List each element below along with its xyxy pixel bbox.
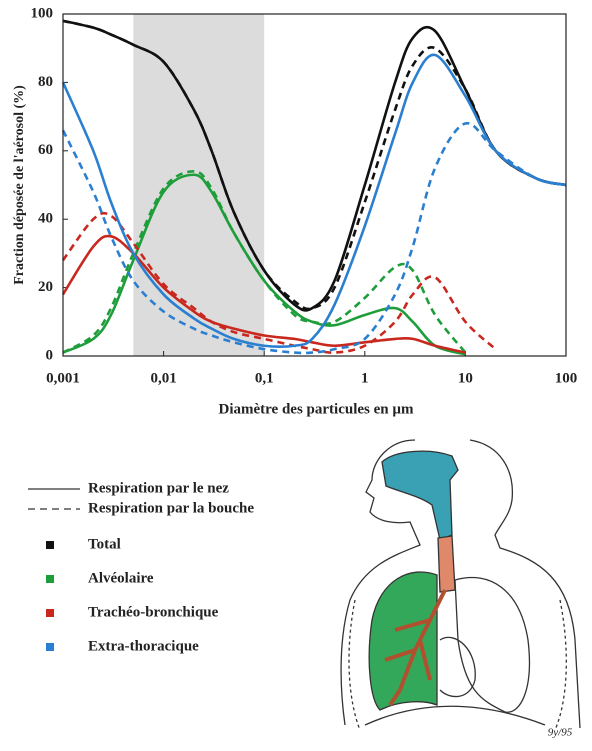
- y-tick-label: 20: [38, 279, 53, 295]
- right-lung: [454, 576, 531, 713]
- y-tick-label: 0: [46, 347, 54, 363]
- y-tick-label: 100: [31, 5, 54, 21]
- nasal-passage: [381, 450, 459, 541]
- signature: 9y/95: [548, 727, 573, 739]
- curve-mouth: [61, 211, 497, 354]
- illustration: [340, 439, 581, 731]
- legend-label: Trachéo-bronchique: [88, 604, 219, 620]
- diaphragm: [364, 705, 546, 726]
- legend-label: Alvéolaire: [88, 570, 154, 586]
- y-axis-label: Fraction déposée de l'aérosol (%): [12, 85, 27, 285]
- y-tick-label: 40: [38, 211, 53, 227]
- trachea: [437, 535, 456, 593]
- legend-label: Total: [88, 536, 121, 552]
- legend-style-label: Respiration par la bouche: [88, 500, 254, 516]
- heart: [439, 636, 476, 698]
- curve-nose: [62, 19, 567, 312]
- curve-nose: [61, 53, 567, 348]
- x-axis-label: Diamètre des particules en µm: [219, 401, 414, 417]
- y-tick-label: 80: [38, 74, 53, 90]
- x-tick-label: 0,01: [150, 370, 176, 386]
- x-tick-label: 100: [555, 370, 578, 386]
- shaded-region: [133, 14, 265, 356]
- plot: 0 20 40 60 80 100 0,001 0,01 0,1 1 10 100: [31, 5, 578, 386]
- bronchi: [384, 589, 447, 707]
- legend: Respiration par le nez Respiration par la…: [28, 480, 254, 654]
- x-tick-label: 1: [361, 370, 369, 386]
- x-tick-label: 0,1: [255, 370, 274, 386]
- ribcage: [348, 599, 567, 731]
- body-outline: [340, 439, 581, 729]
- curve-nose: [62, 173, 466, 356]
- left-lung: [368, 571, 438, 711]
- y-tick-label: 60: [38, 142, 53, 158]
- legend-swatch: [46, 541, 54, 549]
- curve-nose: [61, 234, 466, 354]
- legend-style-label: Respiration par le nez: [88, 480, 229, 496]
- plot-frame: [62, 13, 567, 357]
- legend-swatch: [46, 643, 54, 651]
- x-tick-label: 10: [458, 370, 473, 386]
- x-tick-label: 0,001: [46, 370, 80, 386]
- legend-swatch: [46, 609, 54, 617]
- legend-label: Extra-thoracique: [88, 638, 199, 654]
- legend-swatch: [46, 575, 54, 583]
